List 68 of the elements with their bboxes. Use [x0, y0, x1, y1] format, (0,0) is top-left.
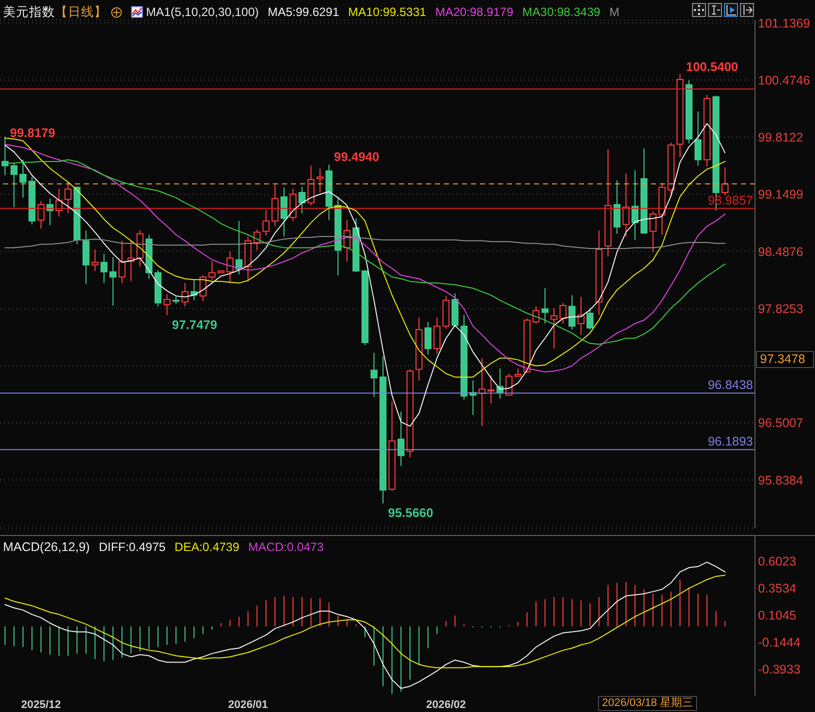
annotation: 97.7479 — [172, 318, 218, 332]
annotation: MACD:0.0473 — [248, 540, 324, 554]
candlestick — [622, 173, 630, 237]
candlestick — [424, 321, 432, 356]
candlestick — [182, 282, 188, 307]
text: DIFF:0.4975 — [98, 540, 166, 554]
candlestick — [578, 296, 584, 336]
text: 97.3478 — [756, 351, 814, 368]
candlestick — [82, 230, 90, 284]
y-tick-label: 99.8122 — [758, 130, 804, 145]
line-series — [4, 574, 726, 668]
y-tick-label: 99.1499 — [758, 188, 804, 202]
candlestick — [226, 250, 234, 284]
text: MA30:98.3439 — [522, 5, 600, 19]
legend-title: MA1(5,10,20,30,100) — [146, 5, 259, 19]
chart-subtitle: 【日线】 — [55, 4, 107, 18]
y-tick-label: 95.8384 — [758, 473, 804, 488]
line-series — [4, 562, 726, 689]
ref-line-label: 96.1893 — [708, 434, 754, 449]
candlestick — [694, 110, 702, 166]
y-tick-label: 101.1369 — [758, 16, 810, 30]
x-tick-label: 2026/02 — [426, 699, 466, 711]
annotation: 100.5400 — [686, 60, 738, 74]
candlestick — [244, 236, 252, 282]
candlestick — [542, 288, 548, 324]
ref-line-label: 96.8438 — [708, 378, 754, 392]
candlestick — [550, 308, 558, 350]
candlestick — [604, 148, 612, 257]
y-tick-label: 98.4876 — [758, 244, 804, 259]
candlestick — [434, 317, 440, 354]
candlestick — [442, 295, 450, 330]
y-tick-label: 0.1045 — [758, 608, 796, 623]
candlestick — [326, 164, 332, 221]
x-tick-label: 2026/01 — [228, 699, 268, 711]
candlestick — [416, 317, 422, 382]
candlestick — [280, 186, 288, 237]
y-tick-label: 0.3534 — [758, 581, 796, 596]
annotation: 99.8179 — [10, 126, 56, 140]
text: 2026/03/18 星期三 — [598, 696, 698, 711]
y-tick-label: 0.6023 — [758, 554, 796, 568]
text: MA10:99.5331 — [348, 5, 426, 19]
candlestick — [488, 374, 494, 404]
candlestick — [398, 411, 404, 466]
text: MA20:98.9179 — [435, 5, 514, 19]
y-tick-label: 97.8253 — [758, 302, 804, 316]
candlestick — [316, 168, 324, 193]
x-tick-label: 2025/12 — [21, 699, 61, 711]
candlestick — [370, 352, 378, 398]
candlestick — [2, 136, 8, 176]
y-tick-label: -0.1444 — [758, 636, 800, 650]
candlestick — [92, 248, 98, 272]
candlestick — [100, 253, 108, 284]
text: MA5:99.6291 — [268, 5, 340, 19]
y-tick-label: -0.3933 — [758, 662, 800, 677]
candlestick — [20, 159, 26, 198]
candlestick — [118, 240, 126, 284]
candlestick — [110, 256, 116, 306]
annotation: 95.5660 — [388, 506, 434, 520]
candlestick — [380, 356, 386, 504]
text: DEA:0.4739 — [174, 540, 240, 554]
candlestick — [298, 186, 306, 214]
chart-title: MACD(26,12,9) — [3, 540, 90, 554]
y-tick-label: 100.4746 — [758, 73, 810, 88]
text: M — [609, 5, 620, 19]
candlestick — [596, 230, 602, 316]
annotation: 99.4940 — [334, 150, 380, 164]
y-tick-label: 96.5007 — [758, 416, 804, 430]
candlestick — [614, 180, 620, 234]
